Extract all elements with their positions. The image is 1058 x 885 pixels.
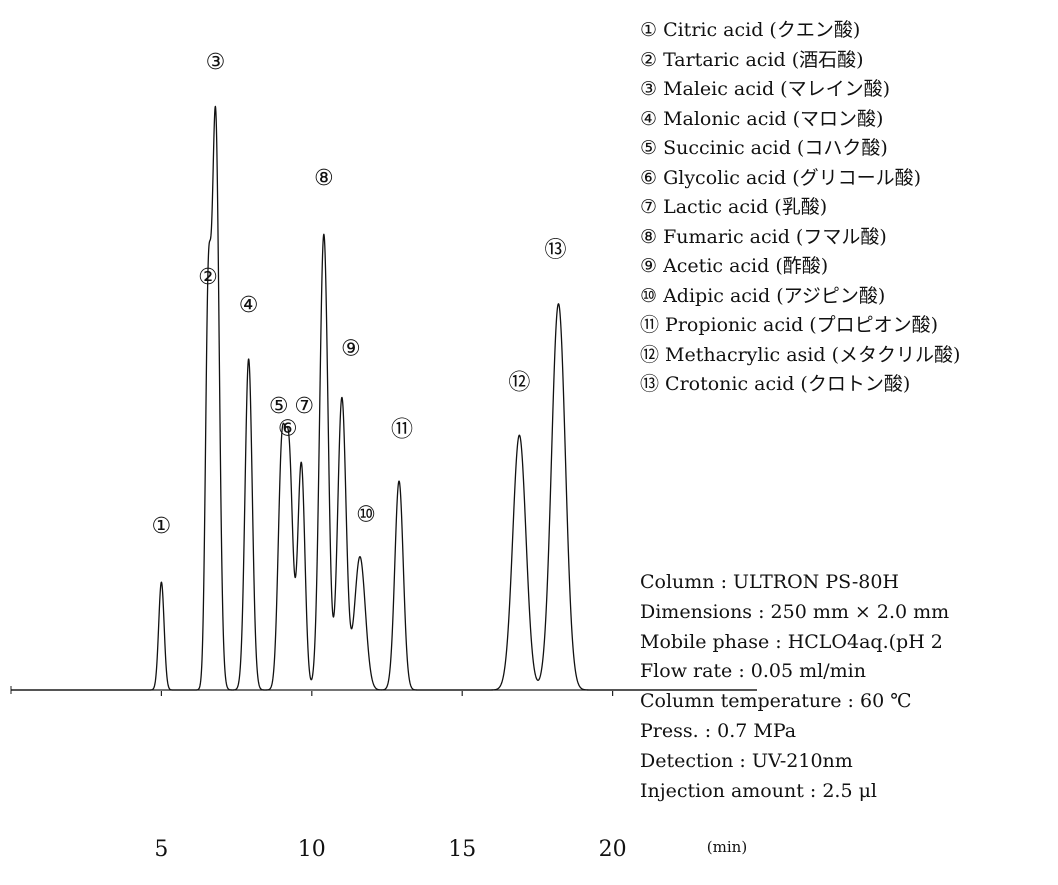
peak-label-8: ⑧ bbox=[314, 166, 334, 191]
peak-label-2: ② bbox=[198, 265, 218, 290]
legend-item-3: ③ Maleic acid (マレイン酸) bbox=[640, 78, 891, 100]
x-tick-label: 5 bbox=[154, 837, 168, 862]
condition-injection-amount: Injection amount : 2.5 μl bbox=[640, 779, 877, 802]
peak-label-6: ⑥ bbox=[278, 416, 298, 441]
legend-item-2: ② Tartaric acid (酒石酸) bbox=[640, 48, 864, 71]
peak-label-layer: ① ② ③ ④ ⑤⑥⑦ ⑧ ⑨ ⑩ ⑪ ⑫ ⑬ bbox=[152, 50, 567, 539]
peak-label-10: ⑩ bbox=[356, 503, 376, 528]
x-tick-label: 15 bbox=[448, 837, 476, 862]
peak-label-12: ⑫ bbox=[508, 371, 530, 396]
compound-legend: ① Citric acid (クエン酸) ② Tartaric acid (酒石… bbox=[640, 16, 960, 400]
condition-detection: Detection : UV-210nm bbox=[640, 749, 853, 772]
peak-label-1: ① bbox=[152, 514, 172, 539]
chromatogram-trace-layer bbox=[10, 105, 758, 691]
condition-dimensions: Dimensions : 250 mm × 2.0 mm bbox=[640, 600, 950, 623]
legend-item-11: ⑪ Propionic acid (プロピオン酸) bbox=[640, 314, 939, 336]
peak-label-9: ⑨ bbox=[341, 337, 361, 362]
legend-item-9: ⑨ Acetic acid (酢酸) bbox=[640, 255, 829, 277]
legend-item-6: ⑥ Glycolic acid (グリコール酸) bbox=[640, 166, 922, 189]
condition-flow-rate: Flow rate : 0.05 ml/min bbox=[640, 660, 866, 683]
peak-label-13: ⑬ bbox=[544, 238, 566, 263]
condition-pressure: Press. : 0.7 MPa bbox=[640, 719, 797, 742]
legend-item-10: ⑩ Adipic acid (アジピン酸) bbox=[640, 284, 886, 307]
legend-item-1: ① Citric acid (クエン酸) bbox=[640, 19, 861, 41]
peak-label-3: ③ bbox=[206, 50, 226, 75]
legend-item-7: ⑦ Lactic acid (乳酸) bbox=[640, 196, 828, 218]
peak-label-5: ⑤ bbox=[269, 394, 289, 419]
analysis-conditions: Column : ULTRON PS-80H Dimensions : 250 … bbox=[640, 568, 949, 806]
condition-mobile-phase: Mobile phase : HCLO4aq.(pH 2 bbox=[640, 630, 943, 653]
legend-item-4: ④ Malonic acid (マロン酸) bbox=[640, 107, 884, 130]
legend-item-5: ⑤ Succinic acid (コハク酸) bbox=[640, 137, 888, 159]
condition-column: Column : ULTRON PS-80H bbox=[640, 571, 899, 593]
legend-item-13: ⑬ Crotonic acid (クロトン酸) bbox=[640, 373, 911, 395]
x-tick-label: 20 bbox=[599, 837, 627, 862]
peak-label-7: ⑦ bbox=[294, 394, 314, 419]
x-tick-label: 10 bbox=[298, 837, 326, 862]
peak-label-4: ④ bbox=[239, 293, 259, 318]
condition-column-temperature: Column temperature : 60 ℃ bbox=[640, 690, 912, 713]
peak-label-11: ⑪ bbox=[391, 418, 413, 443]
legend-item-12: ⑫ Methacrylic asid (メタクリル酸) bbox=[640, 343, 961, 366]
legend-item-8: ⑧ Fumaric acid (フマル酸) bbox=[640, 225, 887, 248]
x-axis-unit-label: (min) bbox=[707, 838, 747, 856]
chromatogram-line bbox=[10, 105, 758, 691]
